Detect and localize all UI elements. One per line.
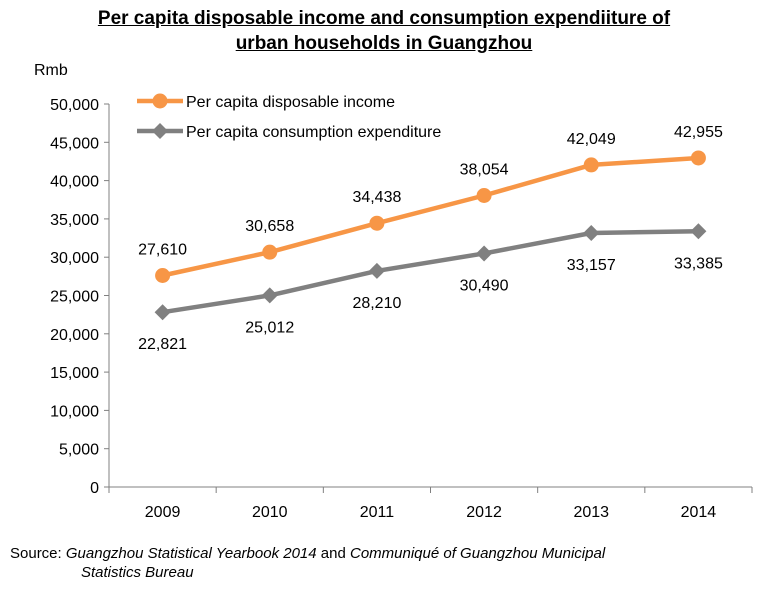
source-ref-2-line-1: Communiqué of Guangzhou Municipal: [350, 545, 606, 562]
y-tick-label: 50,000: [50, 97, 99, 114]
series-1-point: [262, 244, 278, 260]
series-1-data-label: 34,438: [352, 189, 401, 206]
series-2-data-label: 33,385: [674, 255, 723, 272]
series-2-data-label: 22,821: [138, 336, 187, 353]
x-tick-label: 2012: [466, 504, 502, 521]
legend-label-1: Per capita disposable income: [186, 94, 395, 111]
legend-label-2: Per capita consumption expenditure: [186, 124, 441, 141]
series-1-point: [155, 268, 171, 284]
series-line-2: [162, 229, 699, 315]
series-2-data-label: 33,157: [567, 257, 616, 274]
legend-marker-1: [152, 93, 168, 109]
series-1-point: [369, 215, 385, 231]
series-line-1: [162, 155, 699, 278]
source-prefix: Source:: [10, 545, 66, 562]
x-tick-label: 2009: [145, 504, 181, 521]
chart-title-line-1: Per capita disposable income and consump…: [97, 8, 671, 29]
x-tick-label: 2010: [252, 504, 288, 521]
source-ref-2-line-2: Statistics Bureau: [81, 564, 194, 581]
x-tick-label: 2011: [360, 504, 395, 521]
series-1-point: [583, 157, 599, 173]
series-2-data-label: 28,210: [352, 295, 401, 312]
series-1-data-label: 38,054: [460, 162, 509, 179]
series-2-point: [583, 225, 600, 242]
y-tick-label: 15,000: [50, 365, 99, 382]
y-tick-label: 40,000: [50, 174, 99, 191]
series-1-data-label: 30,658: [245, 218, 294, 235]
series-2-point: [690, 223, 707, 240]
chart-title: Per capita disposable income and consump…: [0, 6, 768, 56]
x-tick-label: 2013: [573, 504, 609, 521]
y-tick-label: 25,000: [50, 289, 99, 306]
series-1-point: [476, 188, 492, 204]
series-2-point: [154, 304, 171, 321]
series-1-data-label: 27,610: [138, 242, 187, 259]
series-2-data-label: 30,490: [460, 277, 509, 294]
series-1-data-label: 42,955: [674, 124, 723, 141]
y-tick-label: 35,000: [50, 212, 99, 229]
source-note: Source: Guangzhou Statistical Yearbook 2…: [10, 544, 605, 582]
x-tick-label: 2014: [681, 504, 717, 521]
y-tick-label: 10,000: [50, 403, 99, 420]
y-tick-label: 20,000: [50, 327, 99, 344]
series-2-data-label: 25,012: [245, 319, 294, 336]
source-mid: and: [316, 545, 350, 562]
series-2-point: [476, 245, 493, 262]
source-ref-1: Guangzhou Statistical Yearbook 2014: [65, 545, 317, 562]
series-1-data-label: 42,049: [567, 131, 616, 148]
y-tick-label: 30,000: [50, 250, 99, 267]
line-chart: Rmb 0 5,000 10,000 15,000 20,000 25,000 30,000 3…: [34, 62, 753, 521]
chart-title-line-2: urban households in Guangzhou: [235, 33, 533, 54]
y-tick-label: 0: [90, 480, 99, 497]
series-1-point: [690, 150, 706, 166]
y-tick-label: 5,000: [59, 442, 99, 459]
legend-marker-2: [152, 123, 168, 139]
y-axis-unit-label: Rmb: [34, 62, 68, 79]
y-tick-label: 45,000: [50, 135, 99, 152]
series-2-point: [368, 262, 385, 279]
series-2-point: [261, 287, 278, 304]
